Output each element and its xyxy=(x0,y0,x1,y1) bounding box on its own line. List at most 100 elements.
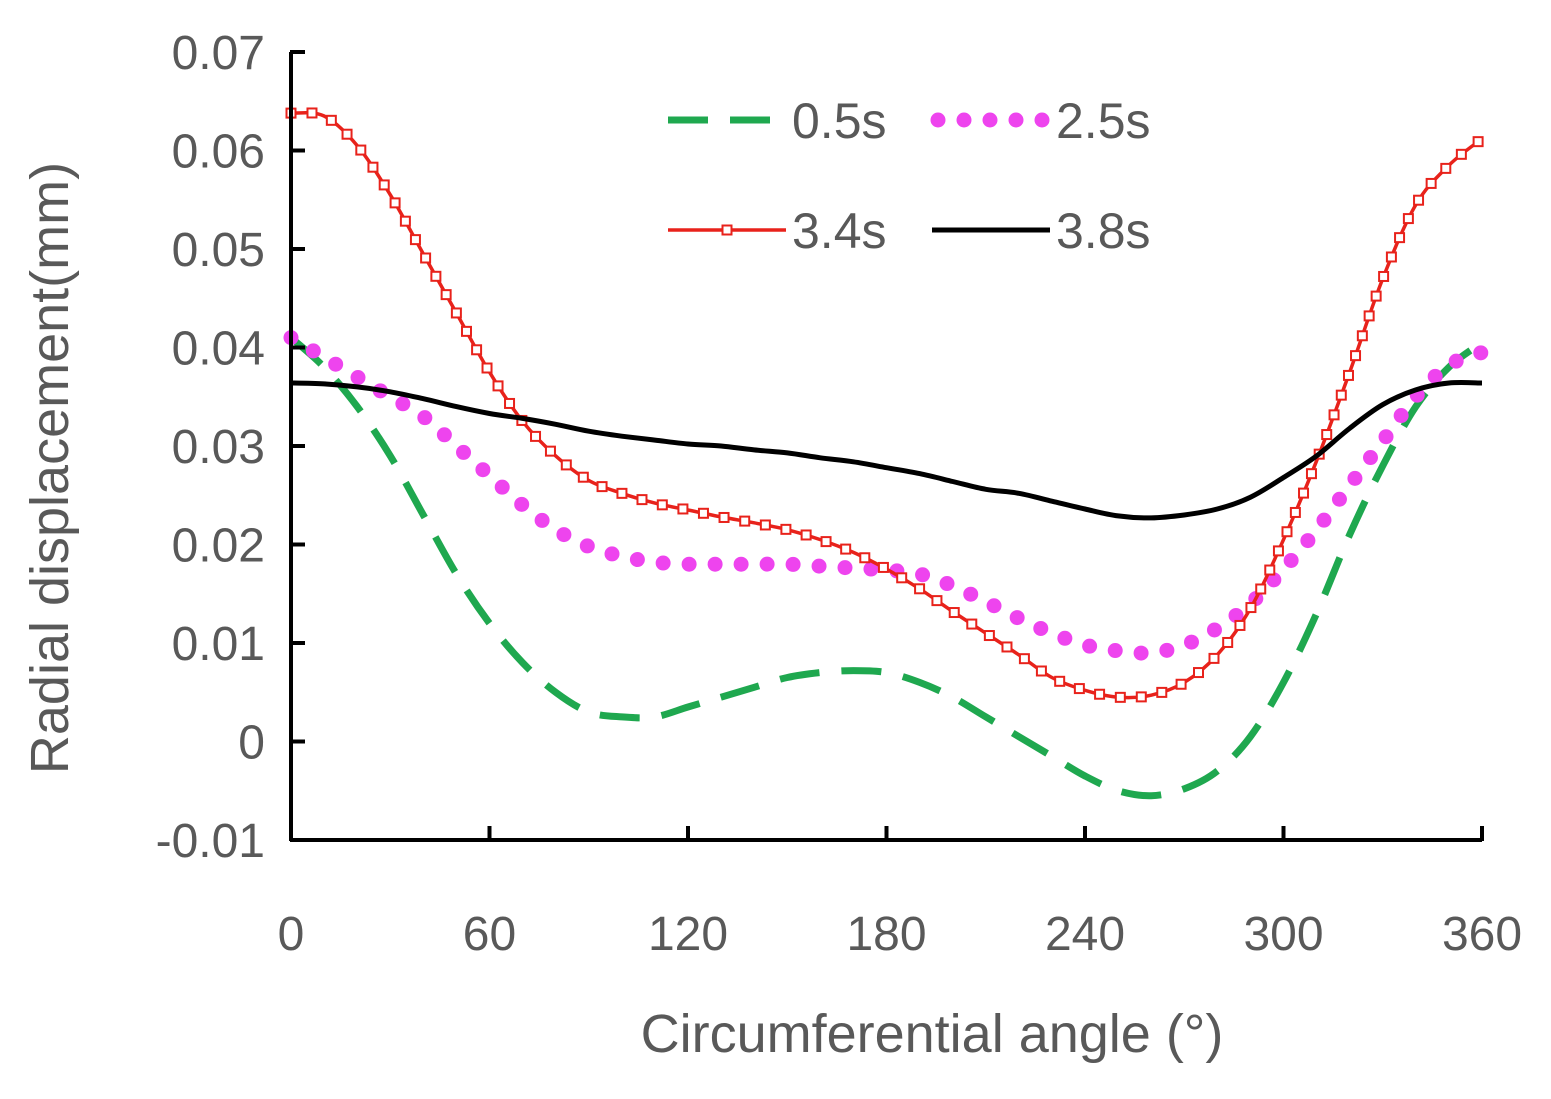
series-dot xyxy=(681,556,697,572)
series-marker xyxy=(718,511,730,523)
series-marker xyxy=(1350,350,1362,362)
series-marker xyxy=(1001,641,1013,653)
legend-swatch-dot xyxy=(1034,112,1050,128)
series-0-5s xyxy=(288,334,1485,800)
series-dot xyxy=(1082,638,1098,654)
series-marker xyxy=(1175,678,1187,690)
series-dot xyxy=(915,567,931,583)
series-marker xyxy=(471,344,483,356)
legend-item-2-5s: 2.5s xyxy=(930,93,1151,149)
series-marker xyxy=(859,552,871,564)
series-marker xyxy=(367,161,379,173)
plot-area xyxy=(283,107,1489,800)
series-2-5s xyxy=(283,330,1489,661)
series-dot xyxy=(837,560,853,576)
legend-item-0-5s: 0.5s xyxy=(668,93,887,149)
series-dot xyxy=(1206,622,1222,638)
series-marker xyxy=(948,607,960,619)
series-3-8s xyxy=(290,379,1483,521)
legend-swatch-dot xyxy=(1008,112,1024,128)
series-dot xyxy=(475,462,491,478)
series-marker xyxy=(1018,653,1030,665)
series-dot xyxy=(939,576,955,592)
legend-swatch-marker xyxy=(721,224,733,236)
series-dot xyxy=(494,479,510,495)
series-dot xyxy=(1347,470,1363,486)
series-dot xyxy=(1057,630,1073,646)
series-marker xyxy=(966,618,978,630)
series-marker xyxy=(877,561,889,573)
series-marker xyxy=(1255,583,1267,595)
series-marker xyxy=(1472,136,1484,148)
series-marker xyxy=(1054,675,1066,687)
y-tick-label: 0.01 xyxy=(172,618,265,671)
series-marker xyxy=(596,481,608,493)
series-dot xyxy=(1266,572,1282,588)
series-marker xyxy=(504,397,516,409)
x-tick-label: 360 xyxy=(1442,908,1522,961)
series-marker xyxy=(577,471,589,483)
series-dot xyxy=(350,369,366,385)
series-marker xyxy=(759,519,771,531)
legend: 0.5s 2.5s 3.4s 3.8s xyxy=(668,93,1151,259)
legend-swatch-dot xyxy=(956,112,972,128)
series-marker xyxy=(1356,330,1368,342)
series-marker xyxy=(389,197,401,209)
x-tick-label: 60 xyxy=(463,908,516,961)
series-dot xyxy=(556,527,572,543)
series-marker xyxy=(800,529,812,541)
series-dot xyxy=(1283,552,1299,568)
series-dot xyxy=(1228,607,1244,623)
series-dot xyxy=(986,598,1002,614)
legend-label: 3.8s xyxy=(1056,203,1151,259)
series-dot xyxy=(395,396,411,412)
series-marker xyxy=(1094,688,1106,700)
series-dot xyxy=(514,496,530,512)
series-marker xyxy=(399,215,411,227)
series-dot xyxy=(963,586,979,602)
y-tick-label: 0 xyxy=(238,717,265,770)
legend-label: 0.5s xyxy=(792,93,887,149)
series-dot xyxy=(1378,429,1394,445)
legend-label: 3.4s xyxy=(792,203,887,259)
series-dot xyxy=(1107,643,1123,659)
series-marker xyxy=(1208,652,1220,664)
series-marker xyxy=(530,430,542,442)
series-dot xyxy=(305,343,321,359)
x-tick-label: 180 xyxy=(846,908,926,961)
series-marker xyxy=(560,459,572,471)
series-dot xyxy=(604,546,620,562)
x-tick-label: 300 xyxy=(1243,908,1323,961)
y-tick-label: -0.01 xyxy=(156,815,265,868)
series-marker xyxy=(1440,162,1452,174)
series-marker xyxy=(1281,526,1293,538)
series-marker xyxy=(1394,232,1406,244)
legend-swatch-dot xyxy=(982,112,998,128)
x-tick-label: 120 xyxy=(648,908,728,961)
series-dot xyxy=(707,556,723,572)
series-marker xyxy=(1222,636,1234,648)
series-dot xyxy=(733,556,749,572)
series-dot xyxy=(1159,642,1175,658)
series-marker xyxy=(450,307,462,319)
legend-item-3-4s: 3.4s xyxy=(668,203,887,259)
series-marker xyxy=(1289,506,1301,518)
series-marker xyxy=(1073,683,1085,695)
series-dot xyxy=(759,556,775,572)
x-tick-label: 240 xyxy=(1045,908,1125,961)
series-marker xyxy=(1425,177,1437,189)
legend-label: 2.5s xyxy=(1056,93,1151,149)
series-dot xyxy=(811,558,827,574)
series-dot xyxy=(1009,610,1025,626)
series-dot xyxy=(1316,512,1332,528)
series-marker xyxy=(544,445,556,457)
series-dot xyxy=(1183,634,1199,650)
series-dot xyxy=(436,427,452,443)
y-tick-label: 0.04 xyxy=(172,323,265,376)
series-dot xyxy=(1300,533,1316,549)
series-marker xyxy=(1298,487,1310,499)
series-marker xyxy=(983,630,995,642)
series-line-3-4s xyxy=(290,110,1484,700)
series-marker xyxy=(1193,667,1205,679)
y-tick-label: 0.03 xyxy=(172,421,265,474)
